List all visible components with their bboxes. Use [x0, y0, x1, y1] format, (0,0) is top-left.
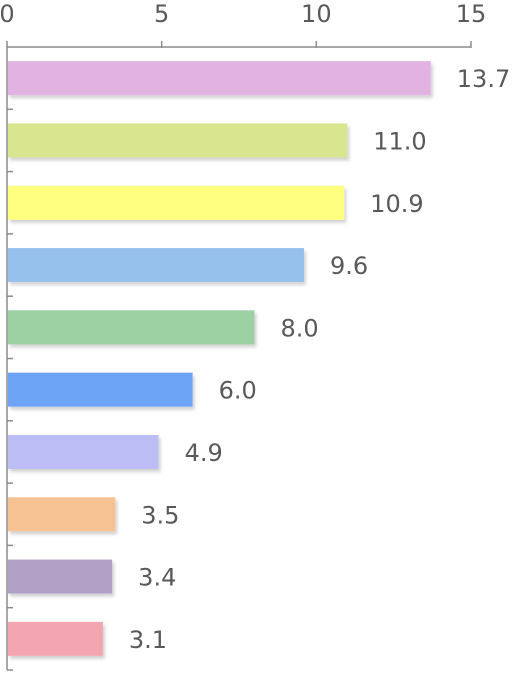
bar: [8, 497, 116, 532]
bars: [8, 61, 431, 656]
data-label: 3.1: [129, 626, 167, 654]
data-label: 13.7: [457, 65, 510, 93]
x-tick-label: 0: [0, 0, 15, 28]
bar: [8, 621, 103, 656]
bar: [8, 123, 348, 158]
x-axis: 0 5 10 15: [0, 0, 487, 671]
data-label: 4.9: [185, 439, 223, 467]
data-label: 10.9: [370, 190, 423, 218]
bar: [8, 559, 113, 594]
bar: [8, 310, 255, 345]
bar: [8, 434, 159, 469]
data-label: 9.6: [330, 252, 368, 280]
bar: [8, 248, 304, 283]
x-tick-label: 10: [301, 0, 332, 28]
data-label: 8.0: [280, 314, 318, 342]
data-label: 3.5: [141, 501, 179, 529]
x-tick-label: 15: [456, 0, 487, 28]
data-labels: 13.7 11.0 10.9 9.6 8.0 6.0 4.9 3.5 3.4 3.1: [129, 65, 510, 654]
bar: [8, 61, 431, 96]
bar: [8, 185, 345, 220]
data-label: 3.4: [138, 564, 176, 592]
x-tick-label: 5: [154, 0, 169, 28]
data-label: 11.0: [373, 127, 426, 155]
data-label: 6.0: [219, 377, 257, 405]
bar: [8, 372, 193, 407]
